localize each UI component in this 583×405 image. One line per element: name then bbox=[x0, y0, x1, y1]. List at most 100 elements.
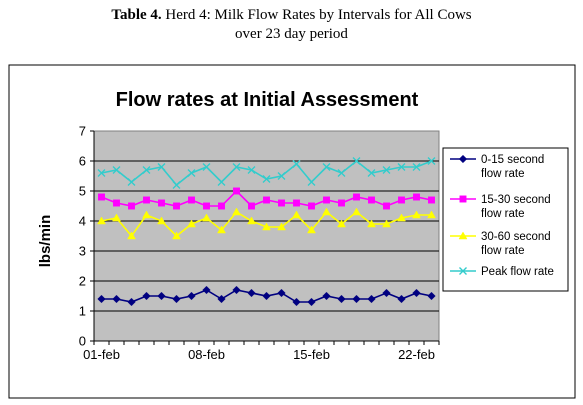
series-4 bbox=[97, 157, 436, 189]
legend-label: 30-60 second bbox=[481, 231, 551, 243]
data-point bbox=[277, 222, 286, 231]
y-tick-label: 5 bbox=[79, 184, 86, 199]
data-point bbox=[262, 175, 271, 183]
data-point bbox=[127, 297, 136, 307]
data-point bbox=[427, 291, 436, 301]
data-point bbox=[412, 163, 421, 171]
data-point bbox=[367, 294, 376, 304]
y-tick-label: 2 bbox=[79, 274, 86, 289]
data-point bbox=[187, 169, 196, 177]
data-point bbox=[112, 294, 121, 304]
data-point bbox=[367, 219, 376, 228]
data-point bbox=[172, 294, 181, 304]
data-point bbox=[293, 199, 300, 207]
data-point bbox=[278, 199, 285, 207]
data-point bbox=[337, 219, 346, 228]
data-point bbox=[382, 219, 391, 228]
legend-item-1: 0-15 second flow rate bbox=[450, 154, 544, 180]
legend-label: flow rate bbox=[481, 245, 524, 257]
x-tick-label: 08-feb bbox=[188, 347, 225, 362]
y-tick-label: 3 bbox=[79, 244, 86, 259]
data-point bbox=[352, 157, 361, 165]
data-point bbox=[157, 291, 166, 301]
legend-label: flow rate bbox=[481, 168, 524, 180]
data-point bbox=[292, 297, 301, 307]
x-tick-label: 15-feb bbox=[293, 347, 330, 362]
data-point bbox=[263, 196, 270, 204]
data-point bbox=[187, 219, 196, 228]
data-point bbox=[217, 178, 226, 186]
data-point bbox=[158, 199, 165, 207]
y-axis-label: lbs/min bbox=[37, 215, 54, 268]
data-point bbox=[233, 187, 240, 195]
data-point bbox=[428, 196, 435, 204]
legend-marker bbox=[459, 267, 467, 275]
data-point bbox=[203, 202, 210, 210]
data-point bbox=[292, 210, 301, 219]
data-point bbox=[202, 213, 211, 222]
data-point bbox=[217, 225, 226, 234]
data-point bbox=[112, 166, 121, 174]
data-point bbox=[187, 291, 196, 301]
data-point bbox=[383, 202, 390, 210]
series-3 bbox=[97, 207, 436, 240]
data-point bbox=[277, 288, 286, 298]
data-point bbox=[112, 213, 121, 222]
data-point bbox=[128, 202, 135, 210]
data-point bbox=[382, 288, 391, 298]
data-point bbox=[397, 213, 406, 222]
data-point bbox=[307, 225, 316, 234]
y-tick-label: 7 bbox=[79, 124, 86, 139]
data-point bbox=[292, 160, 301, 168]
data-point bbox=[173, 202, 180, 210]
axes: 0 1 2 3 4 5 6 7 01-feb 08-feb 15-feb 22-feb bbox=[79, 124, 440, 362]
data-point bbox=[337, 294, 346, 304]
data-point bbox=[142, 291, 151, 301]
page-title: Table 4. Herd 4: Milk Flow Rates by Inte… bbox=[0, 6, 583, 44]
data-point bbox=[337, 169, 346, 177]
data-point bbox=[247, 288, 256, 298]
data-point bbox=[412, 288, 421, 298]
data-point bbox=[382, 166, 391, 174]
data-point bbox=[397, 294, 406, 304]
data-point bbox=[322, 163, 331, 171]
y-tick-label: 4 bbox=[79, 214, 86, 229]
data-point bbox=[98, 193, 105, 201]
legend-item-4: Peak flow rate bbox=[450, 266, 554, 278]
data-point bbox=[307, 297, 316, 307]
legend-marker bbox=[459, 195, 467, 203]
series-2 bbox=[98, 187, 435, 210]
data-point bbox=[323, 196, 330, 204]
legend-marker bbox=[458, 231, 468, 240]
data-point bbox=[202, 285, 211, 295]
series-layer bbox=[97, 157, 436, 307]
data-point bbox=[368, 196, 375, 204]
legend-label: 15-30 second bbox=[481, 194, 551, 206]
legend-label: 0-15 second bbox=[481, 154, 544, 166]
data-point bbox=[127, 178, 136, 186]
data-point bbox=[142, 210, 151, 219]
data-point bbox=[188, 196, 195, 204]
y-tick-label: 1 bbox=[79, 304, 86, 319]
plot-area bbox=[93, 130, 440, 342]
data-point bbox=[397, 163, 406, 171]
data-point bbox=[143, 196, 150, 204]
series-1 bbox=[97, 285, 436, 307]
data-point bbox=[217, 294, 226, 304]
x-tick-label: 01-feb bbox=[83, 347, 120, 362]
data-point bbox=[352, 294, 361, 304]
data-point bbox=[127, 231, 136, 240]
data-point bbox=[353, 193, 360, 201]
data-point bbox=[262, 291, 271, 301]
data-point bbox=[97, 294, 106, 304]
legend-label: Peak flow rate bbox=[481, 266, 554, 278]
legend-box bbox=[442, 147, 569, 292]
data-point bbox=[277, 172, 286, 180]
data-point bbox=[157, 163, 166, 171]
data-point bbox=[97, 216, 106, 225]
data-point bbox=[113, 199, 120, 207]
data-point bbox=[157, 216, 166, 225]
data-point bbox=[172, 231, 181, 240]
page-title-line2: over 23 day period bbox=[235, 26, 348, 42]
table-label: Table 4. bbox=[111, 7, 162, 23]
